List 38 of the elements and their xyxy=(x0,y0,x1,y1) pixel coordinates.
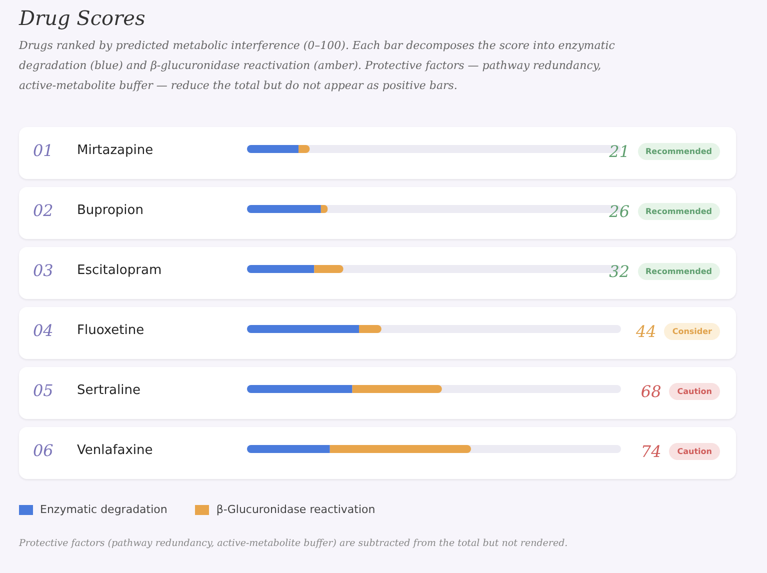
bar xyxy=(247,205,321,213)
text: 01 xyxy=(33,141,54,160)
text: 74 xyxy=(640,442,662,461)
legend-label: β-Glucuronidase reactivation xyxy=(216,503,376,516)
y-tick-label: Mirtazapine xyxy=(77,143,154,158)
text: 03 xyxy=(33,261,54,280)
text: 02 xyxy=(33,201,54,220)
text: Recommended xyxy=(638,143,720,160)
text: 05 xyxy=(33,381,54,400)
bar xyxy=(314,265,344,273)
bar xyxy=(247,145,299,153)
text: Caution xyxy=(669,383,720,400)
y-tick-label: Sertraline xyxy=(77,383,140,398)
bar xyxy=(247,445,330,453)
text: 04 xyxy=(33,321,54,340)
text: 68 xyxy=(640,382,662,401)
y-tick-label: Escitalopram xyxy=(77,263,162,278)
y-tick-label: Fluoxetine xyxy=(77,323,144,338)
bar xyxy=(247,325,359,333)
y-tick-label: Bupropion xyxy=(77,203,144,218)
y-tick-label: Venlafaxine xyxy=(77,443,153,458)
text: Recommended xyxy=(638,203,720,220)
text: 06 xyxy=(33,441,54,460)
text: Recommended xyxy=(638,263,720,280)
chart-subtitle: Drugs ranked by predicted metabolic interference (0–100). Each bar decomposes the score into enzymatic degradation (blue) and β-glucuronidase reactivation (amber). Protective factors — pathway redundancy, active-metabolite buffer — reduce the total but do not appear as positive bars. xyxy=(19,38,616,94)
bar xyxy=(359,325,382,333)
text: 21 xyxy=(609,142,630,161)
legend-label: Enzymatic degradation xyxy=(40,503,168,516)
bar xyxy=(247,265,314,273)
text: Protective factors (pathway redundancy, active-metabolite buffer) are subtracted from the total but not rendered. xyxy=(19,538,569,549)
bar xyxy=(247,385,352,393)
bar xyxy=(352,385,442,393)
text: 44 xyxy=(636,322,656,341)
text: 32 xyxy=(609,262,630,281)
text: Caution xyxy=(669,443,720,460)
text: Consider xyxy=(664,323,720,340)
text: Drug Scores xyxy=(19,6,146,30)
text: 26 xyxy=(609,202,630,221)
